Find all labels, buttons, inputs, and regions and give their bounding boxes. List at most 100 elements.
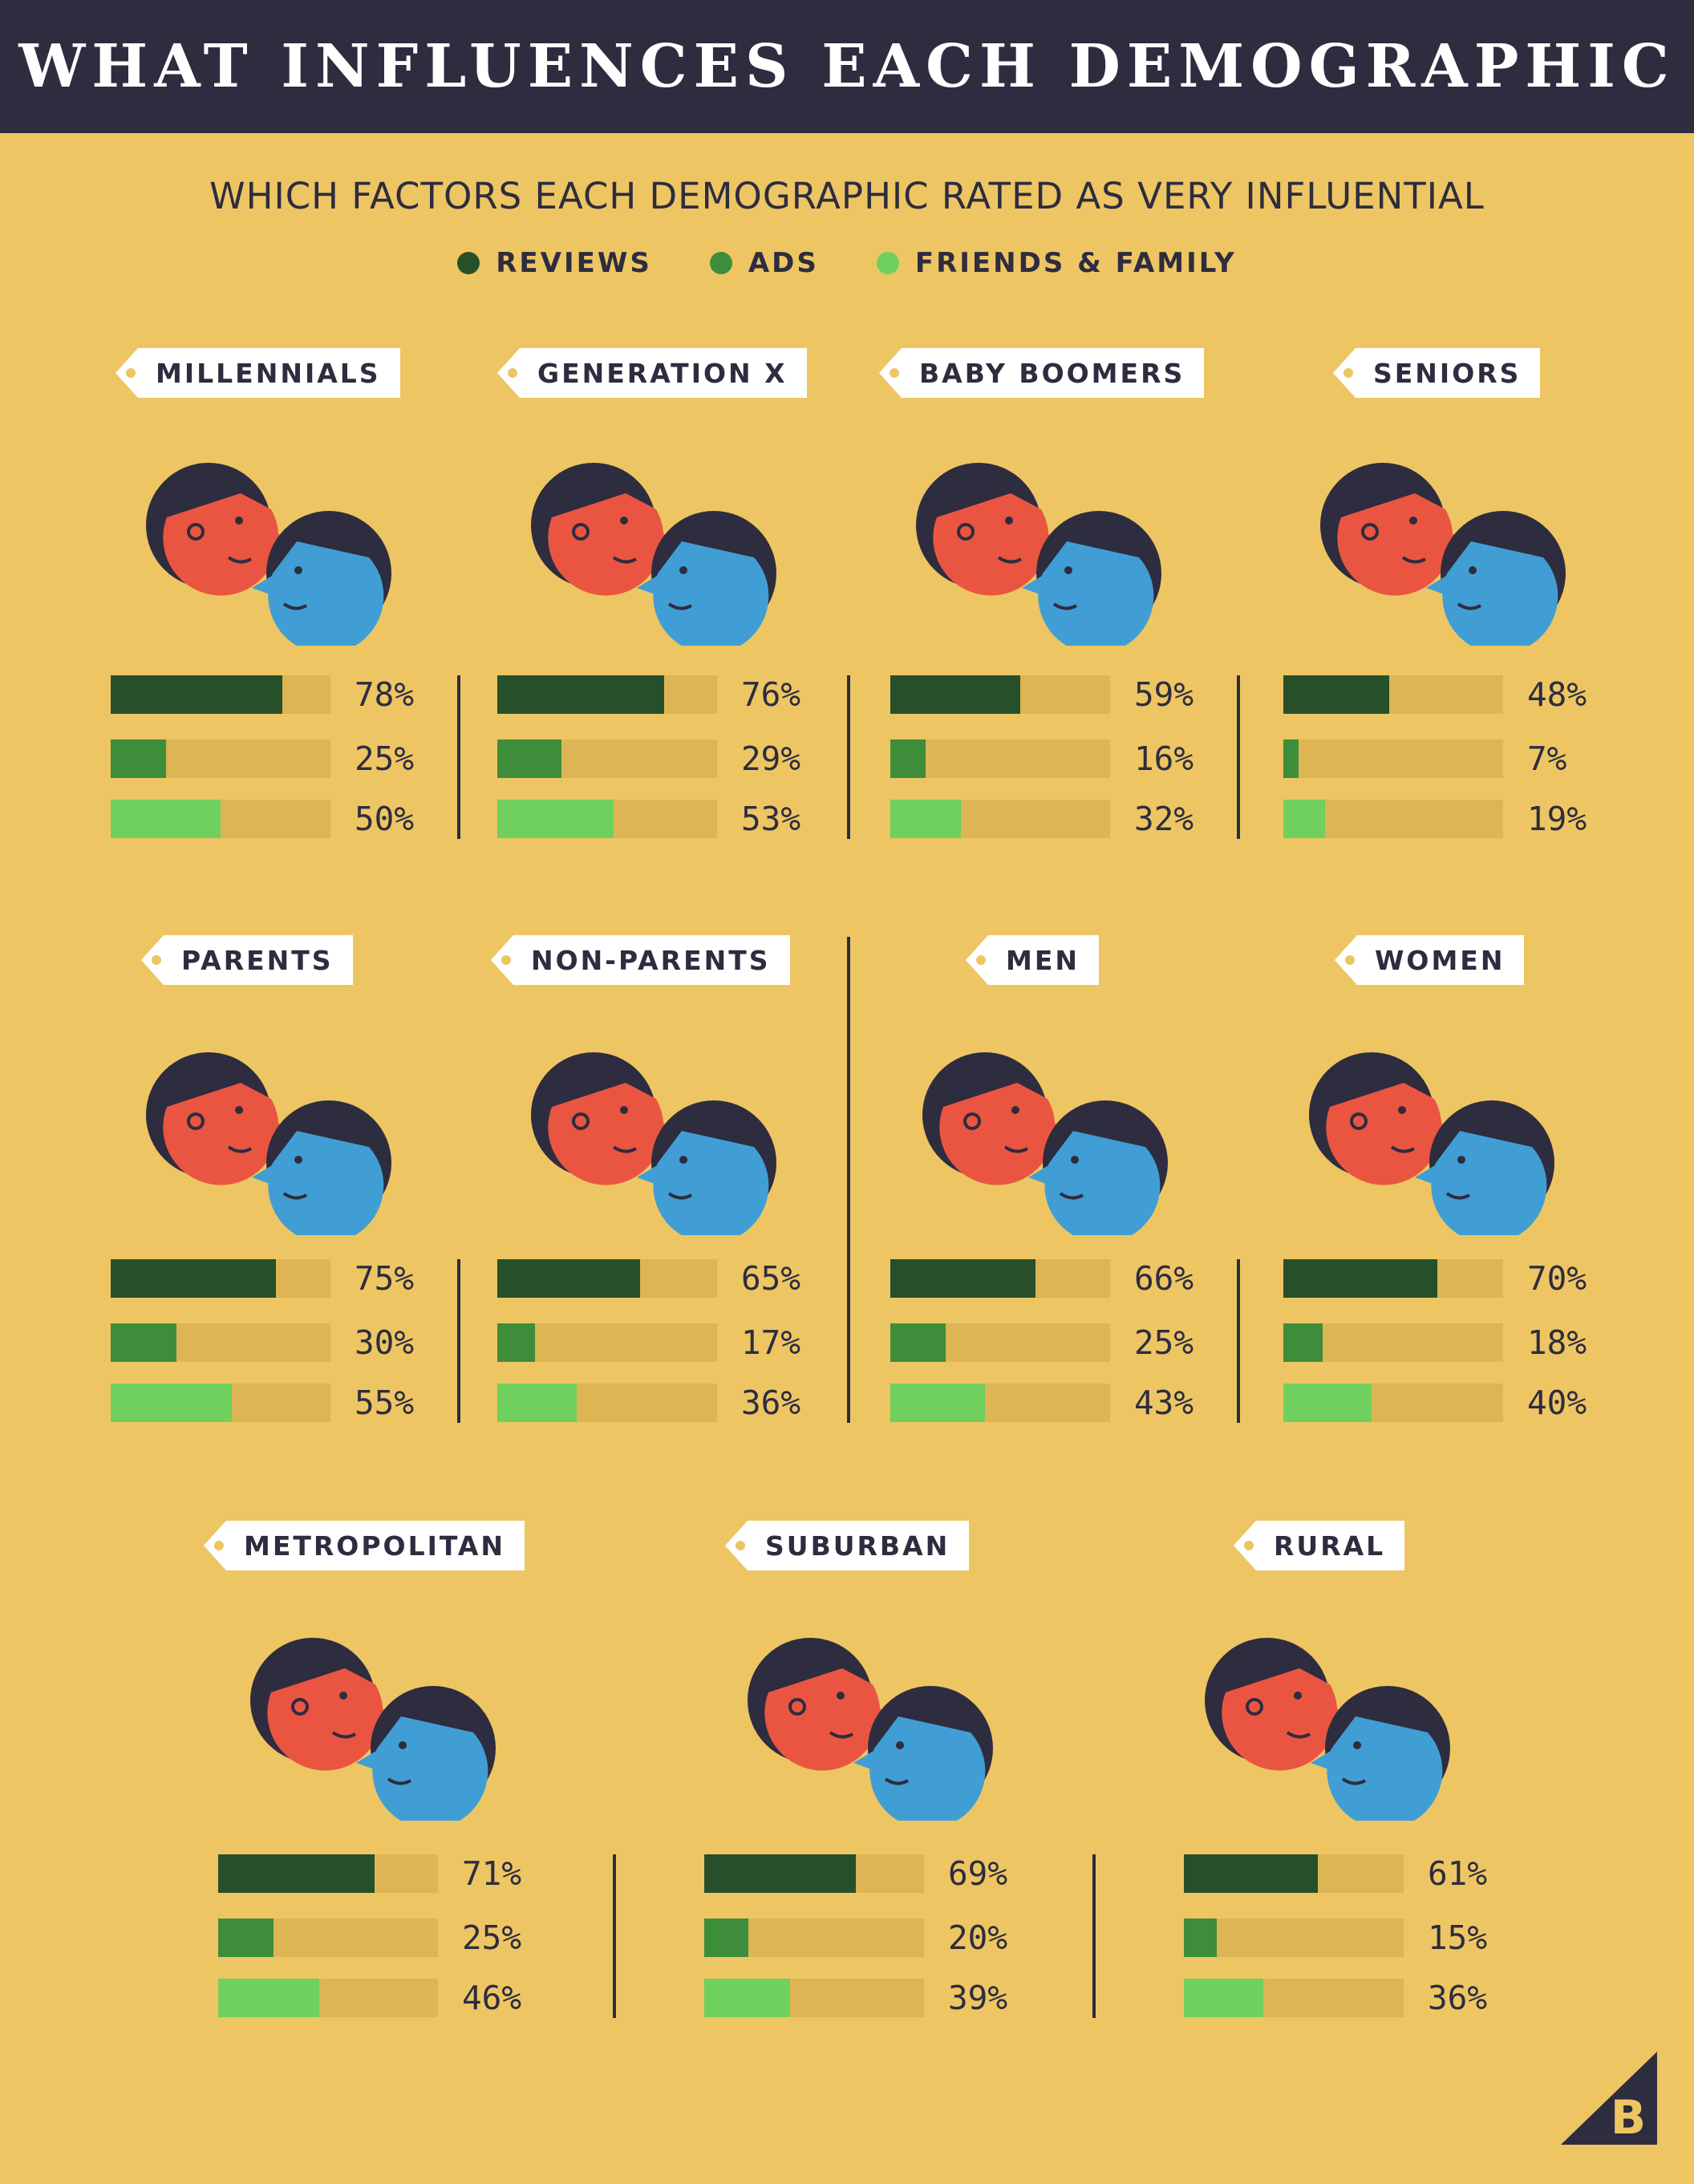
bar-row-ads: 25%	[218, 1919, 521, 1957]
faces-illustration	[146, 463, 391, 654]
legend-item-reviews: REVIEWS	[457, 247, 652, 279]
faces-illustration	[1320, 463, 1566, 654]
tag-hole	[126, 368, 136, 378]
bar-value-label: 20%	[948, 1919, 1008, 1957]
tag-point	[497, 348, 520, 398]
bar-ads	[218, 1919, 274, 1957]
tag-label: BABY BOOMERS	[902, 348, 1205, 398]
tag-hole	[152, 955, 161, 965]
bar-friends-family	[1283, 800, 1326, 838]
red-face	[146, 1052, 287, 1185]
tag-hole	[1343, 368, 1353, 378]
legend-swatch-friends-family	[876, 252, 899, 274]
bar-track	[1184, 1854, 1404, 1893]
bar-value-label: 15%	[1428, 1919, 1488, 1957]
bar-value-label: 76%	[741, 675, 801, 714]
blue-face	[1022, 511, 1161, 654]
bar-value-label: 16%	[1134, 739, 1194, 778]
faces-illustration	[916, 463, 1161, 654]
red-face	[1309, 1052, 1450, 1185]
faces-seniors	[1287, 437, 1591, 654]
bar-track	[1184, 1979, 1404, 2017]
tag-point	[1335, 935, 1357, 985]
faces-illustration	[1309, 1052, 1554, 1243]
bar-value-label: 78%	[355, 675, 415, 714]
bar-row-friends-family: 39%	[704, 1979, 1007, 2017]
legend-item-friends-family: FRIENDS & FAMILY	[876, 247, 1237, 279]
bar-friends-family	[218, 1979, 319, 2017]
red-face	[748, 1638, 889, 1771]
bar-track	[497, 1259, 717, 1298]
blue-face	[1311, 1686, 1450, 1829]
bar-ads	[704, 1919, 748, 1957]
red-face	[1320, 463, 1461, 596]
bar-value-label: 59%	[1134, 675, 1194, 714]
faces-illustration	[250, 1638, 496, 1829]
bar-value-label: 66%	[1134, 1259, 1194, 1298]
bar-value-label: 65%	[741, 1259, 801, 1298]
tag-suburban: SUBURBAN	[725, 1521, 970, 1570]
bar-reviews	[1283, 675, 1389, 714]
tag-label: WOMEN	[1357, 935, 1525, 985]
legend-label-friends-family: FRIENDS & FAMILY	[914, 247, 1237, 279]
logo-triangle	[1561, 2052, 1657, 2145]
legend-item-ads: ADS	[709, 247, 819, 279]
bar-track	[1283, 739, 1503, 778]
bar-track	[704, 1919, 924, 1957]
legend-swatch-reviews	[457, 252, 480, 274]
bar-value-label: 70%	[1527, 1259, 1587, 1298]
bar-reviews	[1283, 1259, 1437, 1298]
legend-swatch-ads	[709, 252, 732, 274]
bar-ads	[497, 1323, 535, 1362]
tag-non-parents: NON-PARENTS	[491, 935, 790, 985]
tag-men: MEN	[966, 935, 1099, 985]
bar-row-friends-family: 32%	[890, 800, 1194, 838]
faces-metropolitan	[217, 1612, 521, 1829]
tag-hole	[890, 368, 899, 378]
bar-value-label: 75%	[355, 1259, 415, 1298]
tag-label: GENERATION X	[520, 348, 807, 398]
bar-track	[890, 800, 1110, 838]
faces-non-parents	[497, 1027, 802, 1243]
tag-label: PARENTS	[164, 935, 353, 985]
logo-letter: B	[1611, 2090, 1646, 2145]
tag-point	[966, 935, 988, 985]
tag-label: METROPOLITAN	[226, 1521, 525, 1570]
bar-friends-family	[890, 800, 961, 838]
bar-row-friends-family: 55%	[111, 1384, 414, 1422]
blue-face	[637, 1100, 776, 1243]
tag-baby-boomers: BABY BOOMERS	[879, 348, 1205, 398]
faces-rural	[1171, 1612, 1476, 1829]
tag-hole	[976, 955, 986, 965]
chart-subtitle: WHICH FACTORS EACH DEMOGRAPHIC RATED AS …	[209, 175, 1485, 217]
bar-track	[890, 739, 1110, 778]
bar-row-ads: 25%	[890, 1323, 1194, 1362]
bar-value-label: 18%	[1527, 1323, 1587, 1362]
bar-track	[704, 1854, 924, 1893]
faces-illustration	[1205, 1638, 1450, 1829]
legend: REVIEWS ADS FRIENDS & FAMILY	[0, 247, 1694, 279]
tag-point	[116, 348, 138, 398]
bar-row-friends-family: 46%	[218, 1979, 521, 2017]
bar-row-friends-family: 53%	[497, 800, 800, 838]
blue-face	[637, 511, 776, 654]
page-title: WHAT INFLUENCES EACH DEMOGRAPHIC	[18, 32, 1676, 101]
faces-illustration	[922, 1052, 1168, 1243]
tag-point	[1234, 1521, 1256, 1570]
tag-generation-x: GENERATION X	[497, 348, 807, 398]
bar-value-label: 36%	[1428, 1979, 1488, 2017]
bar-value-label: 36%	[741, 1384, 801, 1422]
faces-suburban	[714, 1612, 1019, 1829]
tag-point	[491, 935, 513, 985]
bar-value-label: 7%	[1527, 739, 1567, 778]
tag-hole	[508, 368, 517, 378]
faces-parents	[112, 1027, 417, 1243]
bar-value-label: 40%	[1527, 1384, 1587, 1422]
tag-point	[141, 935, 164, 985]
bar-row-reviews: 61%	[1184, 1854, 1487, 1893]
bar-value-label: 71%	[462, 1854, 522, 1893]
red-face	[531, 1052, 672, 1185]
bar-track	[1283, 800, 1503, 838]
bar-track	[218, 1919, 438, 1957]
bar-reviews	[497, 1259, 641, 1298]
